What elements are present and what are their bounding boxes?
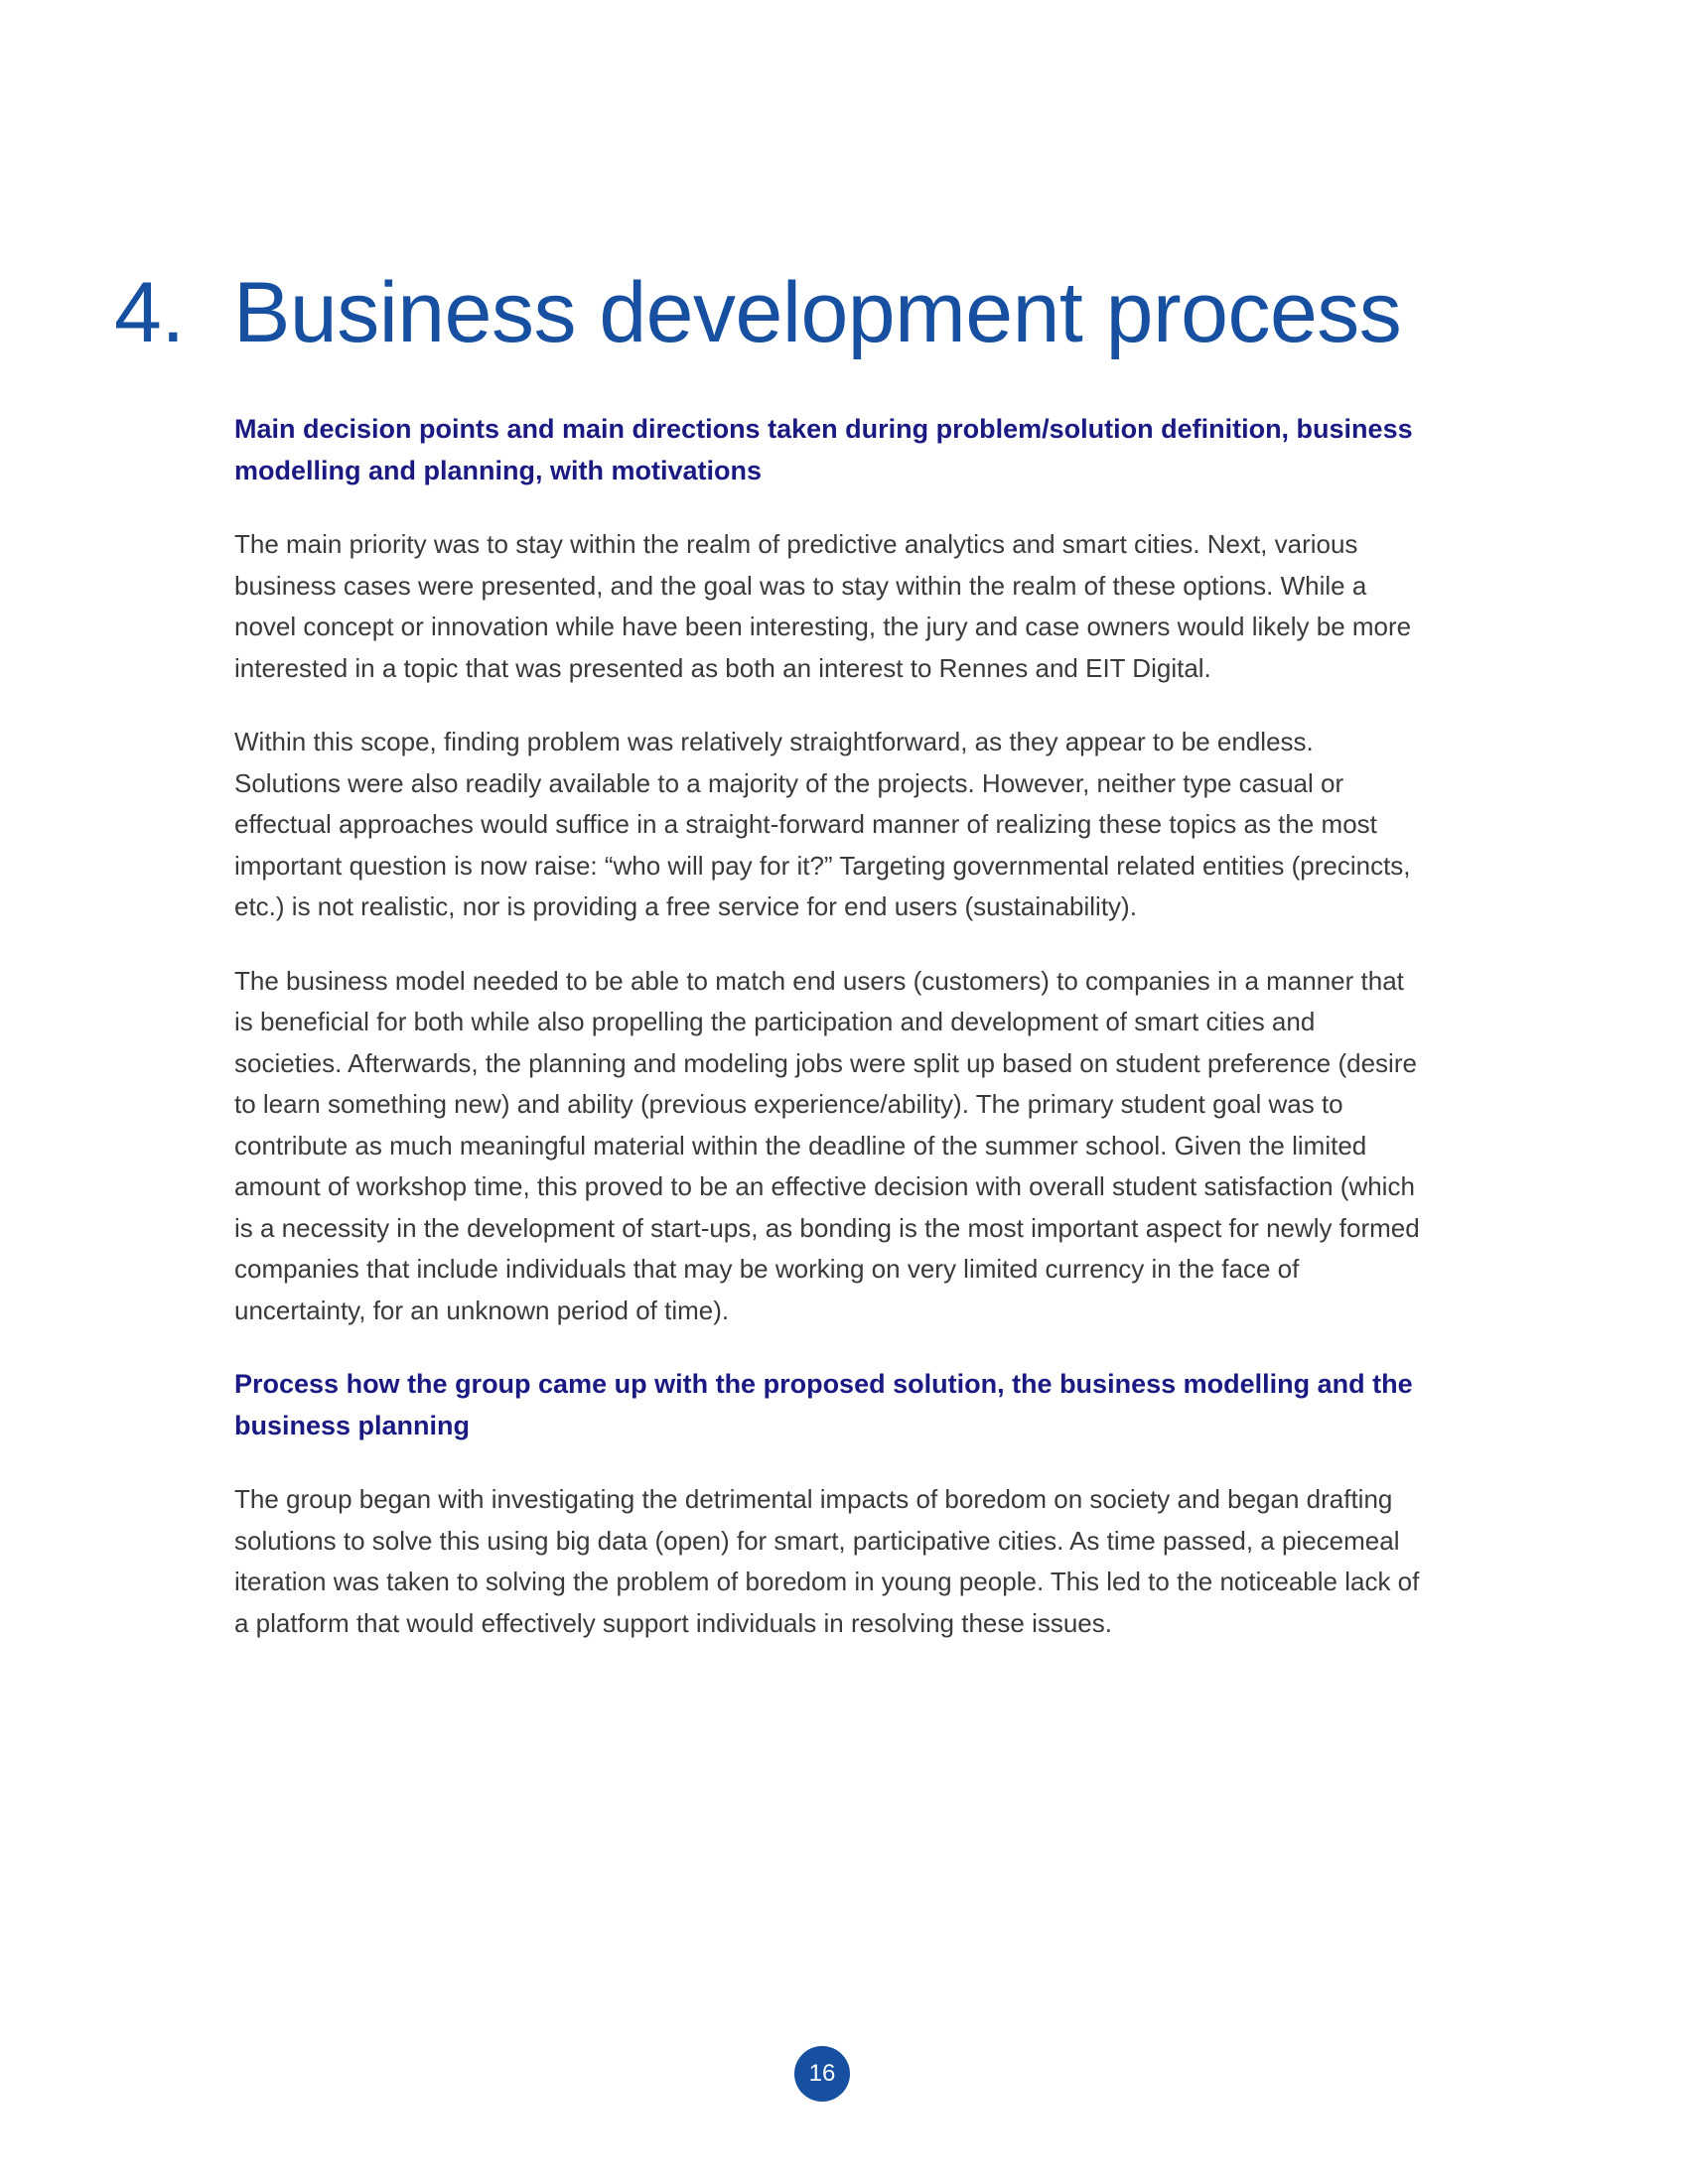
page-number-badge: 16 xyxy=(794,2046,850,2102)
paragraph: Within this scope, finding problem was r… xyxy=(234,727,1411,921)
chapter-title: Business development process xyxy=(233,265,1402,360)
section-heading-process: Process how the group came up with the p… xyxy=(234,1369,1413,1440)
chapter-content: Main decision points and main directions… xyxy=(234,409,1426,1677)
paragraph: The main priority was to stay within the… xyxy=(234,529,1412,683)
section-heading-decision-points: Main decision points and main directions… xyxy=(234,414,1413,485)
paragraph: The business model needed to be able to … xyxy=(234,965,1420,1325)
chapter-number: 4. xyxy=(114,265,185,360)
chapter-heading: 4. Business development process xyxy=(114,263,1402,362)
paragraph: The group began with investigating the d… xyxy=(234,1484,1420,1638)
